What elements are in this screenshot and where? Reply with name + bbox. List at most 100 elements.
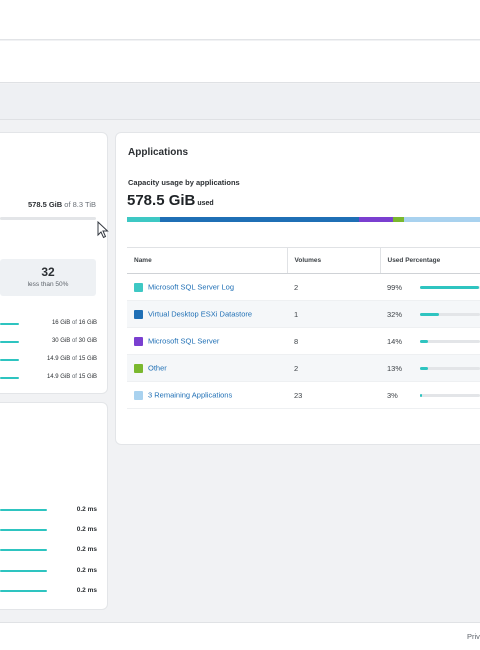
used-percentage-fill: [420, 366, 428, 370]
capacity-row-bar: [0, 323, 19, 325]
latency-row-value: 0.2 ms: [76, 587, 97, 594]
used-percentage-track: [420, 312, 480, 316]
usage-bar-segment: [403, 217, 480, 222]
app-name-link[interactable]: Microsoft SQL Server: [148, 336, 220, 346]
table-row[interactable]: Microsoft SQL Server Log 2 99%: [127, 273, 480, 301]
app-name-link[interactable]: Other: [148, 363, 167, 373]
capacity-stat-box[interactable]: 32 less than 50%: [0, 259, 96, 296]
usage-bar-segment: [127, 217, 161, 222]
capacity-used-value: 578.5 GiB: [28, 200, 63, 209]
used-percentage-value: 13%: [387, 363, 403, 373]
applications-card: Applications Capacity usage by applicati…: [115, 132, 480, 445]
used-percentage-fill: [420, 285, 480, 289]
app-name-cell: Microsoft SQL Server Log: [127, 273, 287, 301]
latency-row-bar: [0, 509, 47, 511]
app-name-link[interactable]: Virtual Desktop ESXi Datastore: [148, 309, 253, 319]
used-percentage-fill: [420, 312, 440, 316]
applications-table: Name Volumes Used Percentage Microsoft S…: [127, 247, 480, 409]
capacity-row: 30 GiB of 30 GiB: [0, 338, 97, 346]
app-color-swatch: [134, 309, 143, 319]
volumes-cell: 2: [287, 273, 380, 301]
used-percentage-cell: 32%: [380, 300, 480, 328]
capacity-row-bar: [0, 359, 19, 361]
applications-used-value: 578.5 GiB: [127, 192, 196, 209]
table-row[interactable]: Microsoft SQL Server 8 14%: [127, 327, 480, 355]
used-percentage-cell: 13%: [380, 354, 480, 382]
applications-used-suffix: used: [197, 200, 214, 207]
used-percentage-track: [420, 339, 480, 343]
usage-bar-segment: [392, 217, 404, 222]
capacity-row-used: 30 GiB: [51, 338, 71, 344]
app-name-cell: 3 Remaining Applications: [127, 381, 287, 409]
capacity-row-of: of: [71, 374, 77, 380]
capacity-used-text: 578.5 GiB of 8.3 TiB: [0, 200, 96, 209]
used-percentage-value: 99%: [387, 282, 403, 292]
volumes-cell: 1: [287, 300, 380, 328]
footer-privacy-link[interactable]: Priv: [467, 632, 480, 641]
app-name-cell: Virtual Desktop ESXi Datastore: [127, 300, 287, 328]
capacity-row: 14.9 GiB of 15 GiB: [0, 374, 97, 382]
usage-bar-segment: [160, 217, 360, 222]
app-color-swatch: [134, 336, 143, 346]
table-row[interactable]: Virtual Desktop ESXi Datastore 1 32%: [127, 300, 480, 328]
mouse-pointer-icon: [97, 221, 109, 239]
latency-row-value: 0.2 ms: [76, 567, 97, 574]
applications-subtitle: Capacity usage by applications: [128, 178, 240, 187]
latency-row-value: 0.2 ms: [76, 526, 97, 533]
capacity-row-bar: [0, 341, 19, 343]
capacity-row-used: 14.9 GiB: [46, 374, 71, 380]
volumes-cell: 23: [287, 381, 380, 409]
app-name-cell: Other: [127, 354, 287, 382]
filter-band: [0, 84, 480, 120]
app-color-swatch: [134, 390, 143, 400]
latency-row-bar: [0, 529, 47, 531]
capacity-stat-label: less than 50%: [27, 281, 69, 288]
applications-title: Applications: [128, 147, 189, 158]
volumes-cell: 8: [287, 327, 380, 355]
latency-row-bar: [0, 570, 47, 572]
app-color-swatch: [134, 282, 143, 292]
latency-row-value: 0.2 ms: [76, 506, 97, 513]
applications-used-total: 578.5 GiB used: [127, 192, 214, 209]
capacity-row-of: of: [71, 320, 77, 326]
used-percentage-cell: 99%: [380, 273, 480, 301]
app-color-swatch: [134, 363, 143, 373]
table-row[interactable]: 3 Remaining Applications 23 3%: [127, 381, 480, 409]
capacity-row-total: 15 GiB: [78, 356, 97, 362]
used-percentage-cell: 14%: [380, 327, 480, 355]
latency-row: 0.2 ms: [0, 506, 97, 514]
volumes-cell: 2: [287, 354, 380, 382]
applications-usage-bar: [127, 217, 480, 222]
column-header-used-percentage[interactable]: Used Percentage: [379, 247, 480, 274]
capacity-row: 16 GiB of 16 GiB: [0, 320, 97, 328]
table-row[interactable]: Other 2 13%: [127, 354, 480, 382]
capacity-progress-track: [0, 217, 96, 220]
used-percentage-track: [420, 285, 480, 289]
latency-card: [0, 402, 108, 610]
page-footer: Priv: [0, 622, 480, 650]
latency-row: 0.2 ms: [0, 587, 97, 595]
app-name-link[interactable]: Microsoft SQL Server Log: [148, 282, 235, 292]
latency-row-bar: [0, 549, 47, 551]
capacity-row-used: 16 GiB: [51, 320, 71, 326]
capacity-row-bar: [0, 377, 19, 379]
used-percentage-fill: [420, 393, 422, 397]
capacity-row-total: 30 GiB: [78, 338, 97, 344]
used-percentage-cell: 3%: [380, 381, 480, 409]
column-header-name[interactable]: Name: [127, 247, 287, 274]
usage-bar-segment: [359, 217, 393, 222]
used-percentage-value: 32%: [387, 309, 403, 319]
capacity-row-of: of: [71, 356, 77, 362]
capacity-stat-value: 32: [41, 265, 55, 279]
capacity-row-used: 14.9 GiB: [46, 356, 71, 362]
sub-header-bar: [0, 41, 480, 83]
used-percentage-track: [420, 393, 480, 397]
capacity-row: 14.9 GiB of 15 GiB: [0, 356, 97, 364]
capacity-row-total: 16 GiB: [78, 320, 97, 326]
app-name-link[interactable]: 3 Remaining Applications: [148, 390, 233, 400]
column-header-volumes[interactable]: Volumes: [286, 247, 380, 274]
top-header-bar: [0, 0, 480, 40]
used-percentage-fill: [420, 339, 429, 343]
app-name-cell: Microsoft SQL Server: [127, 327, 287, 355]
capacity-of-label: of: [64, 200, 71, 209]
